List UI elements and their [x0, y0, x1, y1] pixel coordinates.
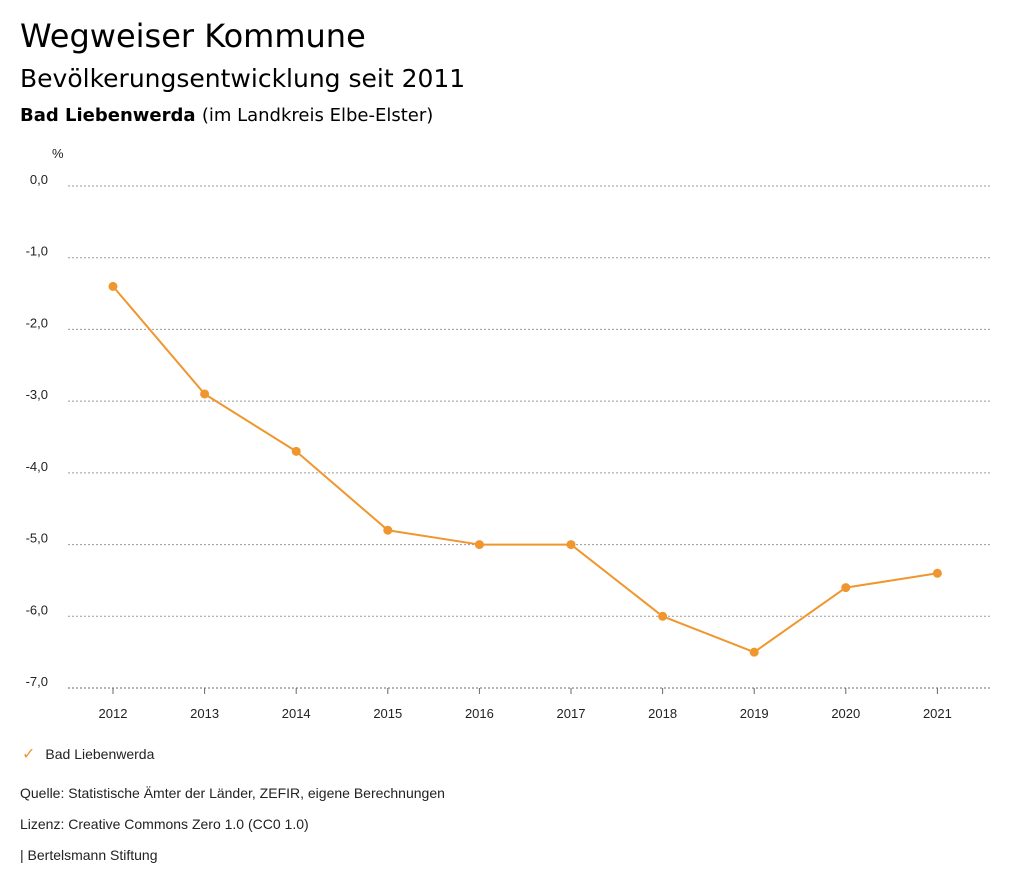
data-point — [474, 540, 484, 550]
y-tick-label: -5,0 — [26, 531, 48, 546]
check-icon: ✓ — [22, 744, 36, 763]
y-tick-label: -1,0 — [26, 244, 48, 259]
x-tick-label: 2018 — [648, 706, 677, 721]
grid-lines — [68, 185, 990, 689]
legend-label: Bad Liebenwerda — [45, 746, 155, 762]
axes: % 0,0 -1,0 -2,0 -3,0 -4,0 -5,0 -6,0 -7,0 2012 2013… — [26, 146, 952, 721]
x-tick-label: 2015 — [373, 706, 402, 721]
page-title: Wegweiser Kommune — [20, 17, 366, 55]
y-tick-label: -4,0 — [26, 459, 48, 474]
y-tick-label: -7,0 — [26, 674, 48, 689]
line-chart: % 0,0 -1,0 -2,0 -3,0 -4,0 -5,0 -6,0 -7,0 2012 2013… — [26, 146, 990, 721]
region-name: Bad Liebenwerda — [20, 105, 196, 126]
license-note: Lizenz: Creative Commons Zero 1.0 (CC0 1… — [20, 816, 309, 832]
data-point — [932, 568, 942, 578]
x-tick-label: 2013 — [190, 706, 219, 721]
data-point — [658, 611, 668, 621]
x-tick-label: 2019 — [740, 706, 769, 721]
series-layer — [108, 281, 942, 657]
y-tick-label: -2,0 — [26, 315, 48, 330]
brand-note: | Bertelsmann Stiftung — [20, 847, 158, 863]
data-point — [566, 540, 576, 550]
chart-subtitle: Bevölkerungsentwicklung seit 2011 — [20, 64, 466, 93]
x-tick-label: 2014 — [282, 706, 311, 721]
x-tick-label: 2012 — [99, 706, 128, 721]
y-tick-label: -6,0 — [26, 602, 48, 617]
data-point — [841, 583, 851, 593]
y-tick-label: 0,0 — [30, 172, 48, 187]
region-suffix: (im Landkreis Elbe-Elster) — [201, 105, 434, 126]
data-point — [383, 525, 393, 535]
y-tick-label: -3,0 — [26, 387, 48, 402]
data-point — [749, 647, 759, 657]
series-line — [112, 285, 938, 654]
region-heading: Bad Liebenwerda (im Landkreis Elbe-Elste… — [20, 104, 433, 128]
source-note: Quelle: Statistische Ämter der Länder, Z… — [20, 785, 445, 801]
chart-legend[interactable]: ✓ Bad Liebenwerda — [22, 744, 154, 764]
x-tick-label: 2021 — [923, 706, 952, 721]
x-tick-label: 2017 — [557, 706, 586, 721]
data-point — [108, 281, 118, 291]
data-point — [200, 389, 210, 399]
x-tick-label: 2020 — [831, 706, 860, 721]
x-tick-label: 2016 — [465, 706, 494, 721]
y-unit-label: % — [52, 146, 64, 161]
data-point — [291, 446, 301, 456]
